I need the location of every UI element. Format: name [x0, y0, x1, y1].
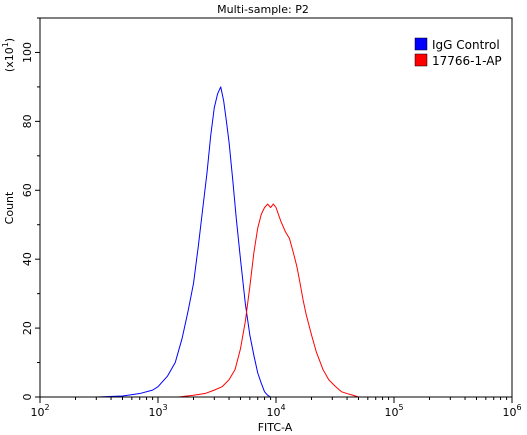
- y-axis-title: Count: [3, 191, 16, 224]
- x-tick-label: 106: [502, 403, 521, 419]
- x-tick-label: 104: [266, 403, 285, 419]
- series-line-igg-control: [96, 86, 271, 398]
- y-tick-label: 60: [21, 183, 34, 197]
- chart-title: Multi-sample: P2: [217, 3, 309, 16]
- y-tick-label: 20: [21, 321, 34, 335]
- legend-swatch-17766-1-ap: [414, 53, 428, 67]
- y-tick-label: 80: [21, 114, 34, 128]
- y-tick-label: 40: [21, 252, 34, 266]
- x-tick-label: 105: [384, 403, 403, 419]
- legend: IgG Control 17766-1-AP: [414, 37, 502, 68]
- plot-area-frame: [39, 17, 513, 398]
- legend-swatch-igg-control: [414, 37, 428, 51]
- y-multiplier-exponent: 1: [1, 42, 10, 47]
- y-tick-label: 100: [21, 42, 34, 63]
- axis-ticks: 102 103 104 105 106 0 20 40 60 80 100: [21, 17, 522, 419]
- legend-label-17766-1-ap: 17766-1-AP: [432, 54, 502, 68]
- legend-label-igg-control: IgG Control: [432, 38, 500, 52]
- y-tick-label: 0: [21, 394, 34, 401]
- series-lines: [96, 86, 359, 398]
- series-line-17766-1-ap: [178, 203, 359, 398]
- y-multiplier-label: (x101): [1, 38, 16, 72]
- x-tick-label: 103: [148, 403, 167, 419]
- svg-text:(x101): (x101): [1, 38, 16, 72]
- x-tick-label: 102: [30, 403, 49, 419]
- x-axis-title: FITC-A: [258, 421, 293, 434]
